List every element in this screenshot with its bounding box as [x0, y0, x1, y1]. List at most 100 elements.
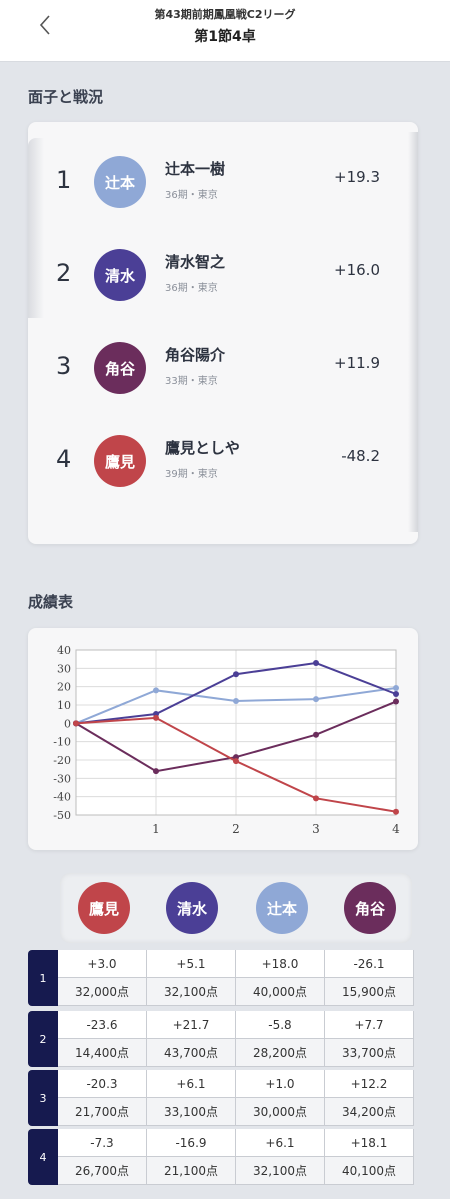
- score-diff-cell: -16.9: [147, 1129, 236, 1157]
- game-number: 4: [28, 1129, 58, 1185]
- y-tick-label: 30: [57, 662, 71, 675]
- standings-section-title: 面子と戦況: [28, 88, 104, 106]
- points-cell: 32,100点: [147, 978, 236, 1006]
- player-avatar: 辻本: [94, 156, 146, 208]
- data-point: [393, 691, 399, 697]
- y-tick-label: -50: [53, 809, 71, 822]
- y-tick-label: -20: [53, 754, 71, 767]
- score-diff-cell: +21.7: [147, 1011, 236, 1039]
- column-avatar: 鷹見: [78, 882, 130, 934]
- data-point: [233, 697, 239, 704]
- standings-card: 1 辻本 辻本一樹 36期・東京 +19.3 2 清水 清水智之 36期・東京 +…: [28, 122, 418, 544]
- player-meta: 36期・東京: [165, 190, 218, 201]
- player-row[interactable]: 4 鷹見 鷹見としや 39期・東京 -48.2: [28, 417, 418, 509]
- column-avatar: 辻本: [256, 882, 308, 934]
- game-number: 1: [28, 950, 58, 1006]
- data-point: [393, 698, 399, 705]
- game-result-row: 2 -23.6 14,400点 +21.7 43,700点 -5.8 28,200点 +7.7…: [28, 1011, 414, 1067]
- results-section-title: 成績表: [28, 593, 74, 611]
- score-diff-cell: +12.2: [325, 1070, 414, 1098]
- points-cell: 30,000点: [236, 1098, 325, 1126]
- score-diff-cell: +3.0: [58, 950, 147, 978]
- player-name: 辻本一樹: [165, 160, 226, 178]
- rank-number: 1: [56, 166, 72, 194]
- column-avatar: 角谷: [344, 882, 396, 934]
- x-tick-label: 3: [312, 822, 320, 836]
- points-cell: 28,200点: [236, 1039, 325, 1067]
- player-meta: 33期・東京: [165, 376, 218, 387]
- data-point: [73, 720, 79, 727]
- points-cell: 26,700点: [58, 1157, 147, 1185]
- points-cell: 40,000点: [236, 978, 325, 1006]
- x-tick-label: 4: [392, 822, 400, 836]
- player-row[interactable]: 3 角谷 角谷陽介 33期・東京 +11.9: [28, 324, 418, 416]
- points-cell: 43,700点: [147, 1039, 236, 1067]
- x-tick-label: 2: [232, 822, 240, 836]
- score-diff-cell: +6.1: [147, 1070, 236, 1098]
- chevron-left-icon: [39, 15, 50, 35]
- player-row[interactable]: 1 辻本 辻本一樹 36期・東京 +19.3: [28, 138, 418, 230]
- data-point: [233, 671, 239, 678]
- data-point: [313, 795, 319, 802]
- points-cell: 33,700点: [325, 1039, 414, 1067]
- data-point: [313, 696, 319, 703]
- data-point: [313, 731, 319, 738]
- score-chart: 40 30 20 10 0 -10 -20 -30 -40 -50 1 2 3 4: [28, 628, 418, 850]
- points-cell: 15,900点: [325, 978, 414, 1006]
- rank-number: 2: [56, 259, 72, 287]
- player-column-header: 鷹見 清水 辻本 角谷: [60, 873, 412, 943]
- player-score: -48.2: [341, 447, 380, 465]
- data-point: [393, 684, 399, 691]
- y-tick-label: 0: [64, 717, 71, 730]
- player-name: 清水智之: [165, 253, 226, 271]
- player-meta: 36期・東京: [165, 283, 218, 294]
- player-score: +11.9: [334, 354, 380, 372]
- player-score: +16.0: [334, 261, 380, 279]
- score-diff-cell: +18.1: [325, 1129, 414, 1157]
- rank-number: 4: [56, 445, 72, 473]
- data-point: [153, 714, 159, 721]
- points-cell: 14,400点: [58, 1039, 147, 1067]
- x-tick-label: 1: [152, 822, 160, 836]
- game-result-row: 3 -20.3 21,700点 +6.1 33,100点 +1.0 30,000点 +12.2…: [28, 1070, 414, 1126]
- player-score: +19.3: [334, 168, 380, 186]
- score-diff-cell: +5.1: [147, 950, 236, 978]
- data-point: [233, 758, 239, 765]
- score-diff-cell: -26.1: [325, 950, 414, 978]
- points-cell: 32,100点: [236, 1157, 325, 1185]
- score-diff-cell: -5.8: [236, 1011, 325, 1039]
- score-diff-cell: -20.3: [58, 1070, 147, 1098]
- player-row[interactable]: 2 清水 清水智之 36期・東京 +16.0: [28, 231, 418, 323]
- player-avatar: 角谷: [94, 342, 146, 394]
- points-cell: 40,100点: [325, 1157, 414, 1185]
- data-point: [153, 687, 159, 694]
- page-title: 第1節4卓: [194, 29, 256, 45]
- game-number: 3: [28, 1070, 58, 1126]
- y-tick-label: 40: [57, 644, 71, 657]
- data-point: [153, 768, 159, 775]
- points-cell: 34,200点: [325, 1098, 414, 1126]
- back-button[interactable]: [30, 10, 60, 40]
- y-tick-label: -30: [53, 772, 71, 785]
- header-bar: 第43期前期鳳凰戦C2リーグ 第1節4卓: [0, 0, 450, 62]
- points-cell: 21,700点: [58, 1098, 147, 1126]
- game-result-row: 1 +3.0 32,000点 +5.1 32,100点 +18.0 40,000点 -26.1…: [28, 950, 414, 1006]
- score-diff-cell: -7.3: [58, 1129, 147, 1157]
- game-number: 2: [28, 1011, 58, 1067]
- score-diff-cell: +7.7: [325, 1011, 414, 1039]
- score-line-chart: 40 30 20 10 0 -10 -20 -30 -40 -50 1 2 3 4: [53, 644, 400, 836]
- points-cell: 21,100点: [147, 1157, 236, 1185]
- score-diff-cell: +18.0: [236, 950, 325, 978]
- y-tick-label: -10: [53, 736, 71, 749]
- points-cell: 32,000点: [58, 978, 147, 1006]
- player-name: 鷹見としや: [165, 439, 240, 457]
- score-diff-cell: +6.1: [236, 1129, 325, 1157]
- score-diff-cell: +1.0: [236, 1070, 325, 1098]
- score-diff-cell: -23.6: [58, 1011, 147, 1039]
- player-avatar: 清水: [94, 249, 146, 301]
- y-tick-label: 20: [57, 681, 71, 694]
- column-avatar: 清水: [166, 882, 218, 934]
- data-point: [313, 660, 319, 667]
- player-name: 角谷陽介: [165, 346, 226, 364]
- league-title: 第43期前期鳳凰戦C2リーグ: [154, 8, 296, 21]
